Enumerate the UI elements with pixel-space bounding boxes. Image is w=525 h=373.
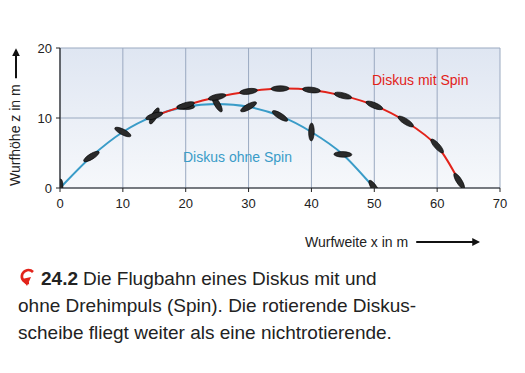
x-tick xyxy=(60,188,61,192)
discus-marker xyxy=(239,87,258,95)
discus-marker xyxy=(308,123,314,141)
y-tick-label: 0 xyxy=(45,181,52,196)
discus-marker xyxy=(60,179,64,188)
x-axis xyxy=(60,187,500,188)
series-label: Diskus ohne Spin xyxy=(183,149,292,165)
x-tick-label: 20 xyxy=(178,196,192,211)
y-tick xyxy=(56,48,60,49)
discus-marker xyxy=(365,99,384,111)
caption-number: 24.2 xyxy=(41,268,78,289)
discus-marker xyxy=(271,109,289,123)
discus-marker xyxy=(271,86,289,92)
y-tick xyxy=(56,188,60,189)
discus-marker xyxy=(452,172,466,188)
plot-background xyxy=(60,48,500,188)
x-tick xyxy=(248,188,249,192)
x-tick xyxy=(122,188,123,192)
y-grid-line xyxy=(60,48,500,49)
x-tick xyxy=(185,188,186,192)
trajectory-line xyxy=(154,89,459,181)
discus-marker xyxy=(334,151,352,157)
x-tick-label: 60 xyxy=(430,196,444,211)
discus-marker xyxy=(145,110,164,121)
caption-line: Die Flugbahn eines Diskus mit und xyxy=(83,268,377,289)
discus-marker xyxy=(82,149,100,163)
x-axis-label: Wurfweite x in m xyxy=(305,234,408,250)
y-axis-label: Wurfhöhe z in m xyxy=(7,84,23,186)
discus-marker xyxy=(429,137,445,154)
x-tick-label: 40 xyxy=(304,196,318,211)
x-tick-label: 0 xyxy=(56,196,63,211)
x-tick-label: 70 xyxy=(493,196,507,211)
y-axis-arrow xyxy=(15,50,17,78)
plot-data xyxy=(60,86,466,188)
discus-marker xyxy=(367,179,382,188)
caption-icon xyxy=(22,270,33,286)
y-grid-line xyxy=(60,188,500,189)
x-tick-label: 10 xyxy=(116,196,130,211)
discus-marker xyxy=(333,91,352,101)
x-tick xyxy=(437,188,438,192)
figure: 0 10 20 30 40 50 60 70 0 10 20 Wurfhöhe z in m Wurfw… xyxy=(0,0,525,373)
discus-marker xyxy=(397,114,415,128)
y-tick-label: 10 xyxy=(38,111,52,126)
x-tick-label: 50 xyxy=(367,196,381,211)
y-tick xyxy=(56,118,60,119)
series-label: Diskus mit Spin xyxy=(372,72,468,88)
discus-marker xyxy=(114,125,133,138)
x-tick xyxy=(374,188,375,192)
x-tick xyxy=(500,188,501,192)
discus-marker xyxy=(208,92,227,101)
discus-marker xyxy=(302,86,321,94)
trajectory-line xyxy=(60,104,374,188)
caption-line: scheibe fliegt weiter als eine nichtroti… xyxy=(18,322,392,343)
caption-line: ohne Drehimpuls (Spin). Die rotierende D… xyxy=(18,295,416,316)
discus-marker xyxy=(239,100,257,114)
discus-marker xyxy=(176,100,195,111)
x-tick-label: 30 xyxy=(241,196,255,211)
x-axis-arrow xyxy=(416,241,478,243)
x-tick xyxy=(311,188,312,192)
y-tick-label: 20 xyxy=(38,41,52,56)
